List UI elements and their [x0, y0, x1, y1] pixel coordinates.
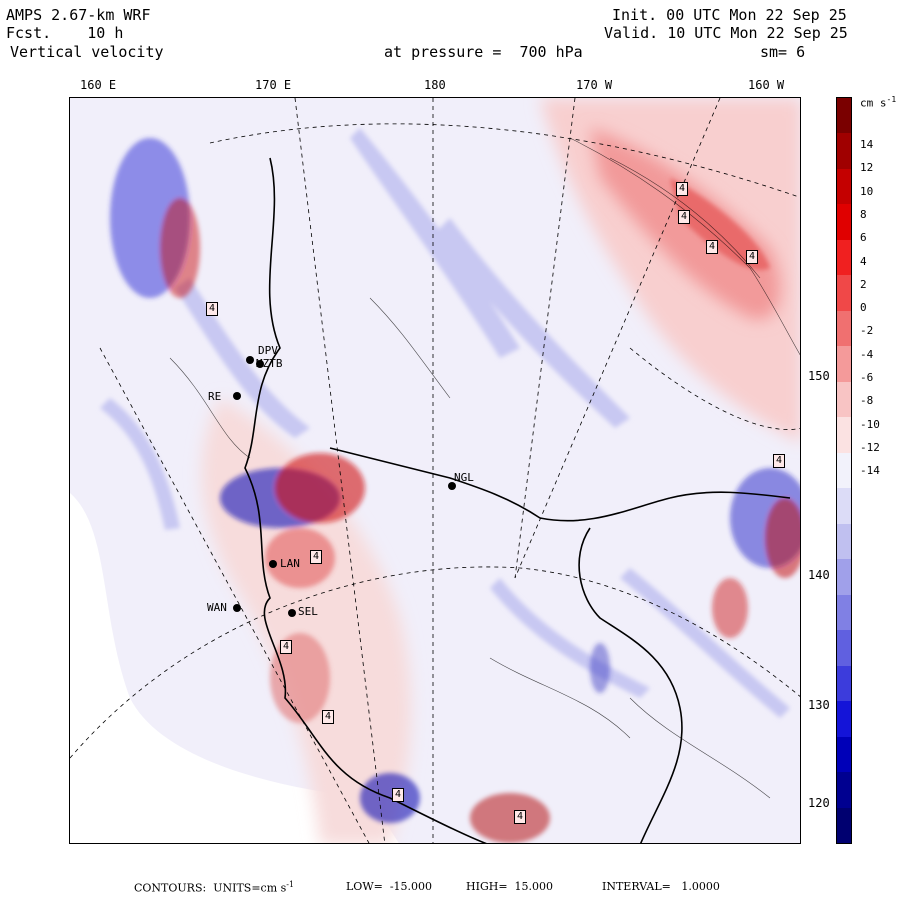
- contour-label: 4: [280, 640, 293, 654]
- colorbar-segment: [837, 346, 851, 383]
- colorbar-tick-label: -4: [860, 347, 874, 361]
- station-dot-ngl: [448, 482, 456, 490]
- fcst-label: Fcst.: [6, 24, 52, 42]
- lon-tick-180: 180: [424, 78, 446, 92]
- colorbar-tick-label: -6: [860, 371, 874, 384]
- colorbar-segment: [837, 168, 851, 205]
- colorbar-tick-label: 6: [860, 231, 867, 245]
- forecast-label: Fcst. 10 h: [6, 24, 123, 42]
- station-label-sel: SEL: [298, 605, 318, 618]
- colorbar-segment: [837, 630, 851, 667]
- positive-core-ne-2: [670, 178, 770, 270]
- colorbar-tick-label: 12: [860, 161, 874, 175]
- contour-label: 4: [322, 710, 335, 724]
- colorbar-segment: [837, 523, 851, 560]
- footer-contours: CONTOURS: UNITS=cm s-1: [134, 880, 294, 895]
- contour-label: 4: [206, 302, 219, 316]
- colorbar-tick-label: -2: [860, 324, 874, 338]
- valid-time: Valid. 10 UTC Mon 22 Sep 25: [604, 24, 848, 42]
- lon-tick-160w: 160 W: [748, 78, 785, 92]
- graticule: [70, 98, 800, 843]
- station-dot-dpv: [246, 356, 254, 364]
- colorbar-tick-label: 14: [860, 138, 874, 151]
- lon-tick-170w: 170 W: [576, 78, 613, 92]
- contour-label: 4: [706, 240, 719, 254]
- contour-label: 4: [514, 810, 527, 824]
- colorbar-tick-label: -12: [860, 440, 880, 454]
- colorbar-segment: [837, 736, 851, 773]
- station-label-dpv: DPV: [258, 344, 278, 357]
- footer-high: HIGH= 15.000: [466, 880, 554, 893]
- colorbar-segment: [837, 701, 851, 738]
- map-canvas: [70, 98, 800, 843]
- negative-streaks: [100, 128, 790, 718]
- contour-label: 4: [392, 788, 405, 802]
- colorbar-segment: [837, 239, 851, 276]
- colorbar-units: cm s-1: [860, 95, 896, 110]
- colorbar-segment: [837, 452, 851, 489]
- footer-contours-text: CONTOURS: UNITS=cm s: [134, 881, 287, 895]
- contour-label: 4: [676, 182, 689, 196]
- field-name: Vertical velocity: [10, 43, 164, 61]
- contour-label: 4: [310, 550, 323, 564]
- colorbar-segment: [837, 381, 851, 418]
- colorbar-tick-label: 4: [860, 254, 867, 268]
- colorbar-tick-label: 8: [860, 207, 867, 221]
- station-dot-lan: [269, 560, 277, 568]
- station-label-lan: LAN: [280, 557, 300, 570]
- coastline: [244, 157, 791, 843]
- colorbar-segment: [837, 275, 851, 312]
- smoothing-label: sm= 6: [760, 43, 806, 61]
- terrain-noise: [110, 138, 800, 843]
- colorbar-segment: [837, 417, 851, 454]
- station-label-re: RE: [208, 390, 222, 403]
- colorbar-segment: [837, 204, 851, 241]
- colorbar-segment: [837, 665, 851, 702]
- colorbar-tick-label: 0: [860, 301, 867, 315]
- station-label-wan: WAN: [207, 601, 227, 614]
- colorbar-tick-label: -10: [860, 417, 880, 431]
- init-time: Init. 00 UTC Mon 22 Sep 25: [612, 6, 847, 24]
- units-text: cm s: [860, 96, 887, 110]
- model-title: AMPS 2.67-km WRF: [6, 6, 151, 24]
- no-data-region: [70, 493, 399, 843]
- pressure-level: at pressure = 700 hPa: [384, 43, 583, 61]
- colorbar: [836, 97, 852, 844]
- colorbar-tick-label: 10: [860, 184, 874, 198]
- station-dot-re: [233, 392, 241, 400]
- colorbar-segment: [837, 807, 851, 844]
- station-dot-wan: [233, 604, 241, 612]
- footer-units-exponent: -1: [286, 880, 295, 889]
- station-dot-mztb: [256, 360, 264, 368]
- contour-label: 4: [773, 454, 786, 468]
- colorbar-segment: [837, 772, 851, 809]
- colorbar-segment: [837, 594, 851, 631]
- colorbar-tick-label: -14: [860, 464, 880, 478]
- contour-label: 4: [746, 250, 759, 264]
- station-label-ngl: NGL: [454, 471, 474, 484]
- colorbar-tick-label: 2: [860, 277, 867, 291]
- lon-tick-160e: 160 E: [80, 78, 117, 92]
- contour-lines: [169, 137, 800, 799]
- station-label-mztb: MZTB: [256, 357, 283, 370]
- colorbar-segment: [837, 98, 851, 134]
- colorbar-tick-label: -8: [860, 394, 874, 408]
- contour-label: 4: [678, 210, 691, 224]
- colorbar-segment: [837, 559, 851, 596]
- vertical-velocity-map: NGL DPV MZTB RE LAN WAN SEL 4 4 4 4 4 4 …: [69, 97, 801, 844]
- colorbar-segment: [837, 488, 851, 525]
- colorbar-segment: [837, 133, 851, 170]
- lon-tick-170e: 170 E: [255, 78, 292, 92]
- footer-interval: INTERVAL= 1.0000: [602, 880, 720, 893]
- fcst-value: 10 h: [87, 24, 124, 42]
- station-dot-sel: [288, 609, 296, 617]
- colorbar-segment: [837, 310, 851, 347]
- units-exponent: -1: [886, 95, 897, 104]
- footer-low: LOW= -15.000: [346, 880, 433, 893]
- station-markers: [233, 356, 456, 617]
